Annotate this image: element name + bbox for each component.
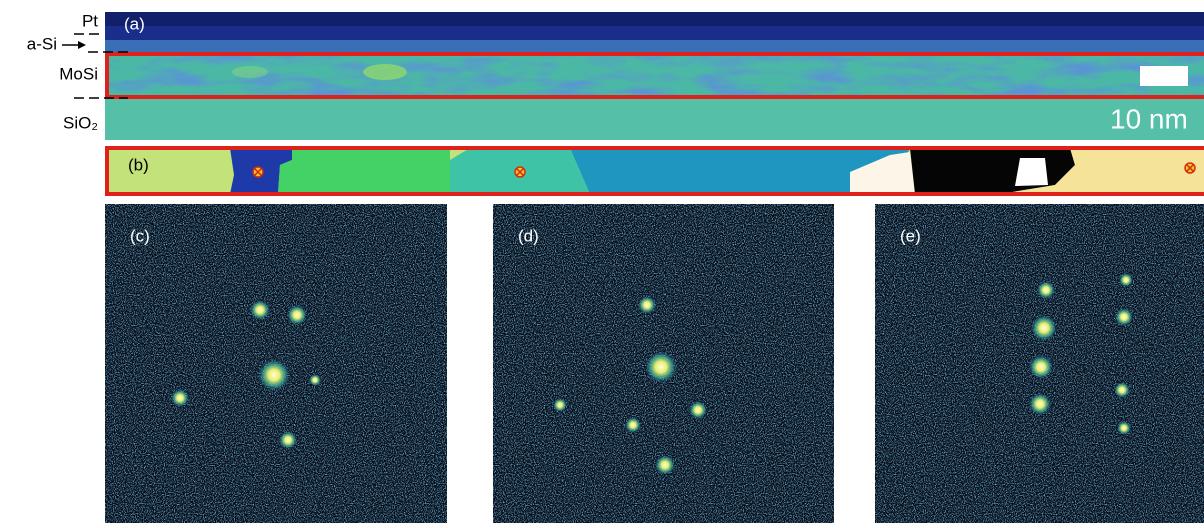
label-sio2: SiO₂ [63,113,98,132]
panel-d: (d) [493,204,834,523]
panel-c: (c) [105,204,447,523]
scale-label: 10 nm [1110,103,1188,134]
grain [278,148,450,194]
pt-top [105,12,1204,26]
a-si-layer [105,40,1204,52]
label-mosi: MoSi [59,64,98,83]
panel-e: (e) [875,204,1204,523]
panel-label: (e) [900,226,921,245]
scale-bar [1140,66,1188,86]
panel-label: (b) [128,155,149,174]
arrow-head [78,41,86,49]
bright-grain [232,66,268,78]
figure: 10 nm (a) Pt a-Si MoSi SiO₂ (b) [0,0,1204,523]
panel-label: (c) [130,226,150,245]
label-pt: Pt [82,11,98,30]
grain [1015,158,1048,186]
panel-label: (a) [124,14,145,33]
sio2-layer [105,98,1204,140]
label-a-si: a-Si [27,34,57,53]
panel-a: 10 nm (a) [105,12,1204,140]
panel-label: (d) [518,226,539,245]
panel-b: (b) [107,148,1204,194]
mosi-texture [105,52,1204,98]
bright-grain [363,64,407,80]
